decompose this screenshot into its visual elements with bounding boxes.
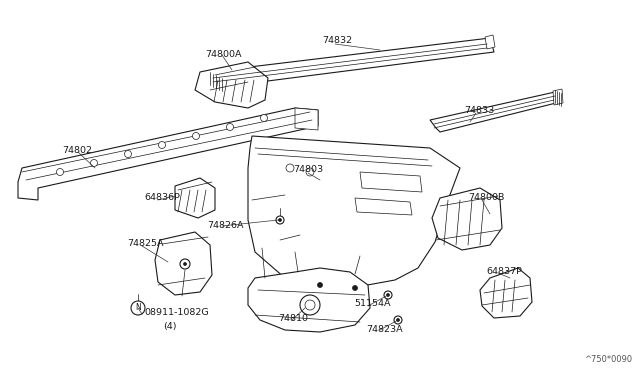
Text: 74800B: 74800B [468,193,504,202]
Text: 08911-1082G: 08911-1082G [144,308,209,317]
Polygon shape [432,188,502,250]
Text: 51154A: 51154A [354,299,390,308]
Circle shape [278,218,282,221]
Circle shape [387,294,390,296]
Circle shape [193,132,200,140]
Polygon shape [18,108,318,200]
Circle shape [131,301,145,315]
Circle shape [260,115,268,122]
Circle shape [184,263,186,266]
Polygon shape [248,268,370,332]
Text: 74802: 74802 [62,146,92,155]
Text: 74826A: 74826A [207,221,243,230]
Circle shape [353,285,358,291]
Text: 74800A: 74800A [205,50,241,59]
Circle shape [397,318,399,321]
Polygon shape [360,172,422,192]
Circle shape [384,291,392,299]
Text: 64836P: 64836P [144,193,180,202]
Text: (4): (4) [163,322,177,331]
Polygon shape [295,108,318,130]
Circle shape [394,316,402,324]
Circle shape [300,295,320,315]
Polygon shape [430,92,560,132]
Circle shape [90,160,97,167]
Polygon shape [480,268,532,318]
Circle shape [159,141,166,148]
Circle shape [180,259,190,269]
Circle shape [125,151,131,157]
Polygon shape [355,198,412,215]
Text: 74810: 74810 [278,314,308,323]
Text: N: N [135,304,141,312]
Text: 64837P: 64837P [486,267,522,276]
Polygon shape [195,62,268,108]
Text: 74823A: 74823A [366,325,403,334]
Polygon shape [208,38,494,88]
Text: 74803: 74803 [293,165,323,174]
Polygon shape [175,178,215,218]
Text: 74832: 74832 [322,36,352,45]
Circle shape [317,282,323,288]
Polygon shape [155,232,212,295]
Text: ^750*0090: ^750*0090 [584,355,632,364]
Circle shape [227,124,234,131]
Polygon shape [248,136,460,290]
Circle shape [306,168,314,176]
Text: 74825A: 74825A [127,239,163,248]
Circle shape [305,300,315,310]
Text: 74833: 74833 [464,106,494,115]
Circle shape [276,216,284,224]
Circle shape [56,169,63,176]
Circle shape [286,164,294,172]
Polygon shape [485,35,495,49]
Polygon shape [553,89,563,105]
